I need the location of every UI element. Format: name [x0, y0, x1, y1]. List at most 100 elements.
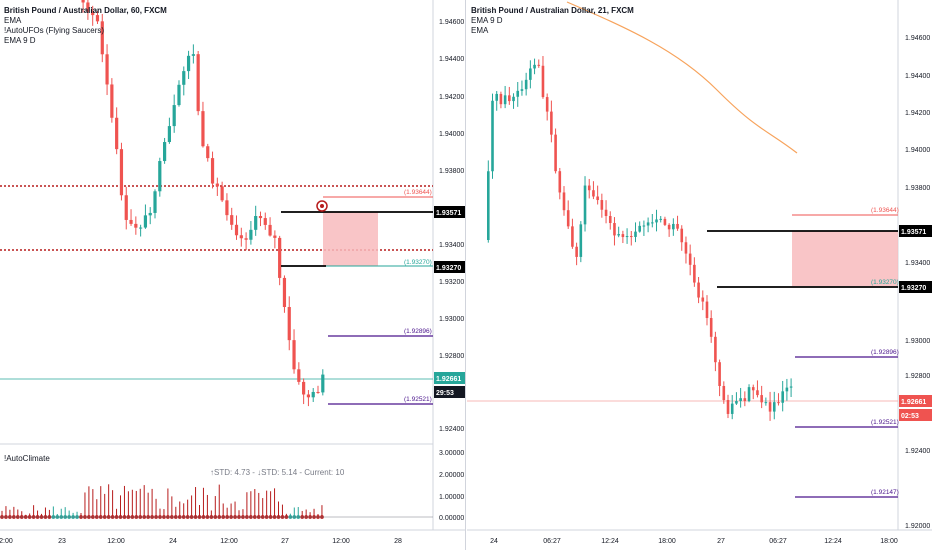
- right-candle-body[interactable]: [575, 246, 578, 257]
- right-candle-body[interactable]: [655, 219, 658, 223]
- left-candle-body[interactable]: [292, 340, 296, 370]
- right-candle-body[interactable]: [587, 185, 591, 191]
- right-candle-body[interactable]: [499, 93, 503, 105]
- left-candle-body[interactable]: [129, 219, 133, 224]
- left-candle-body[interactable]: [182, 71, 186, 85]
- right-candle-body[interactable]: [537, 64, 541, 66]
- left-candle-body[interactable]: [234, 224, 239, 236]
- right-candle-body[interactable]: [747, 387, 751, 402]
- right-candle-body[interactable]: [772, 402, 776, 412]
- right-candle-body[interactable]: [739, 398, 742, 402]
- left-candle-body[interactable]: [306, 394, 311, 398]
- right-indicator-ema[interactable]: EMA: [471, 26, 489, 35]
- right-candle-body[interactable]: [768, 402, 772, 412]
- right-chart-pane[interactable]: 1.94600 1.94400 1.94200 1.94000 1.93800 1.934…: [467, 0, 932, 550]
- right-candle-body[interactable]: [503, 95, 507, 105]
- left-candle-body[interactable]: [210, 158, 215, 184]
- left-chart-pane[interactable]: 1.94600 1.94400 1.94200 1.94000 1.93800 1.934…: [0, 0, 466, 550]
- right-candle-body[interactable]: [777, 402, 780, 404]
- right-candle-body[interactable]: [651, 222, 654, 224]
- right-candle-body[interactable]: [495, 93, 499, 101]
- right-candle-body[interactable]: [524, 79, 528, 90]
- right-candle-body[interactable]: [487, 171, 490, 240]
- right-candle-body[interactable]: [726, 400, 730, 414]
- right-candle-body[interactable]: [735, 401, 738, 404]
- right-candle-body[interactable]: [533, 64, 536, 69]
- left-candle-body[interactable]: [278, 237, 282, 278]
- left-candle-body[interactable]: [177, 84, 181, 106]
- left-candle-body[interactable]: [297, 369, 301, 382]
- left-candle-body[interactable]: [143, 215, 148, 228]
- right-candle-body[interactable]: [680, 228, 684, 243]
- right-candle-body[interactable]: [781, 391, 784, 403]
- right-ema-line[interactable]: [566, 1, 798, 154]
- right-candle-body[interactable]: [550, 111, 553, 135]
- right-candle-body[interactable]: [625, 236, 629, 238]
- right-candle-body[interactable]: [705, 301, 709, 319]
- right-candle-body[interactable]: [491, 100, 494, 172]
- left-candle-body[interactable]: [263, 218, 267, 225]
- right-candle-body[interactable]: [697, 282, 700, 298]
- right-candle-body[interactable]: [667, 224, 671, 230]
- left-indicator-ema9d[interactable]: EMA 9 D: [4, 36, 36, 45]
- right-candle-body[interactable]: [608, 216, 612, 224]
- left-candle-body[interactable]: [244, 238, 248, 240]
- left-candle-body[interactable]: [148, 212, 152, 216]
- left-candle-body[interactable]: [196, 54, 200, 112]
- left-candle-body[interactable]: [220, 186, 224, 201]
- left-candle-body[interactable]: [81, 0, 85, 3]
- right-candle-body[interactable]: [693, 264, 696, 283]
- right-candle-body[interactable]: [629, 236, 633, 238]
- left-candle-body[interactable]: [124, 195, 128, 220]
- right-indicator-ema9d[interactable]: EMA 9 D: [471, 16, 503, 25]
- right-candle-body[interactable]: [571, 226, 574, 247]
- left-candle-body[interactable]: [273, 235, 277, 238]
- left-indicator-autoufos[interactable]: !AutoUFOs (Flying Saucers): [4, 26, 105, 35]
- left-candle-body[interactable]: [95, 15, 100, 22]
- left-candle-body[interactable]: [158, 161, 162, 192]
- right-candle-body[interactable]: [562, 192, 566, 211]
- right-candle-body[interactable]: [684, 242, 688, 254]
- left-candle-body[interactable]: [100, 21, 104, 55]
- ufo-marker-icon[interactable]: [316, 200, 328, 212]
- left-chart-canvas[interactable]: 1.94600 1.94400 1.94200 1.94000 1.93800 1.934…: [0, 0, 466, 550]
- left-target-zone[interactable]: [323, 212, 378, 266]
- left-candle-body[interactable]: [139, 227, 143, 229]
- right-candles[interactable]: [487, 56, 793, 421]
- left-candle-body[interactable]: [163, 142, 167, 162]
- left-candle-body[interactable]: [311, 391, 315, 398]
- right-candle-body[interactable]: [596, 196, 599, 201]
- right-candle-body[interactable]: [688, 253, 692, 265]
- left-candle-body[interactable]: [268, 224, 272, 236]
- left-candle-body[interactable]: [91, 11, 95, 16]
- left-candles[interactable]: [0, 0, 325, 407]
- right-candle-body[interactable]: [583, 185, 587, 225]
- right-candle-body[interactable]: [634, 231, 637, 237]
- right-candle-body[interactable]: [600, 200, 604, 210]
- right-candle-body[interactable]: [541, 65, 545, 98]
- right-candle-body[interactable]: [592, 190, 595, 197]
- left-candle-body[interactable]: [230, 215, 234, 225]
- left-candle-body[interactable]: [134, 223, 138, 228]
- right-candle-body[interactable]: [789, 386, 793, 388]
- right-candle-body[interactable]: [756, 390, 759, 396]
- left-candle-body[interactable]: [201, 111, 205, 147]
- left-candle-body[interactable]: [206, 146, 210, 159]
- left-candle-body[interactable]: [302, 381, 306, 395]
- right-candle-body[interactable]: [701, 297, 705, 302]
- right-candle-body[interactable]: [785, 387, 789, 392]
- left-candle-body[interactable]: [258, 216, 263, 219]
- right-candle-body[interactable]: [751, 387, 755, 391]
- left-candle-body[interactable]: [239, 235, 243, 239]
- right-candle-body[interactable]: [529, 68, 532, 80]
- right-candle-body[interactable]: [621, 234, 625, 238]
- right-candle-body[interactable]: [579, 224, 583, 257]
- right-candle-body[interactable]: [566, 210, 570, 227]
- left-candle-body[interactable]: [287, 307, 291, 341]
- left-candle-body[interactable]: [153, 191, 157, 213]
- left-candle-body[interactable]: [172, 105, 176, 127]
- right-candle-body[interactable]: [646, 222, 650, 226]
- left-candle-body[interactable]: [86, 2, 90, 12]
- left-candle-body[interactable]: [167, 126, 171, 143]
- left-candle-body[interactable]: [186, 55, 191, 72]
